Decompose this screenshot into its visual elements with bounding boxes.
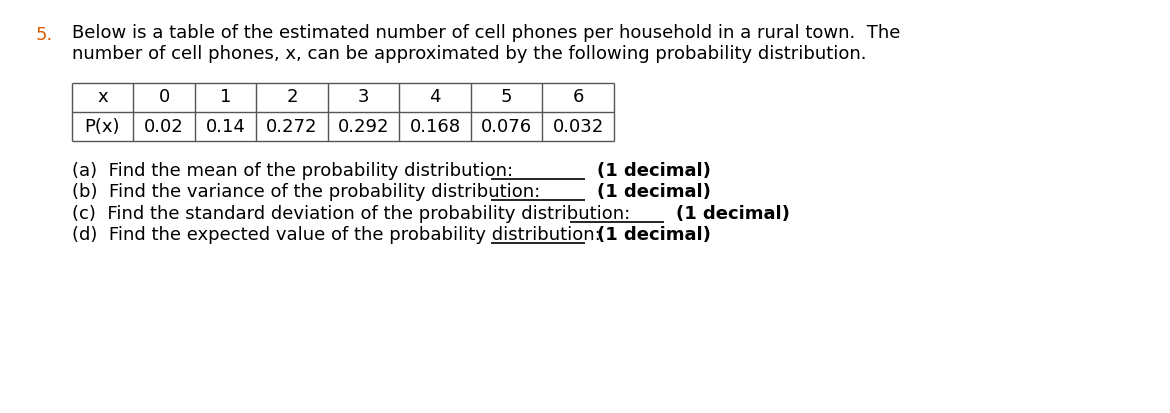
Text: 0.14: 0.14	[206, 118, 246, 135]
Text: 6: 6	[572, 88, 584, 106]
Text: 5: 5	[501, 88, 512, 106]
Text: (1 decimal): (1 decimal)	[676, 205, 790, 223]
Text: 0.272: 0.272	[267, 118, 318, 135]
Text: (c)  Find the standard deviation of the probability distribution:: (c) Find the standard deviation of the p…	[71, 205, 629, 223]
Text: (d)  Find the expected value of the probability distribution:: (d) Find the expected value of the proba…	[71, 226, 600, 244]
Text: (1 decimal): (1 decimal)	[597, 162, 711, 180]
Text: 0.02: 0.02	[144, 118, 184, 135]
Text: (a)  Find the mean of the probability distribution:: (a) Find the mean of the probability dis…	[71, 162, 512, 180]
Text: 0.168: 0.168	[410, 118, 461, 135]
Text: (1 decimal): (1 decimal)	[597, 226, 711, 244]
Text: 0: 0	[158, 88, 170, 106]
Text: 5.: 5.	[36, 26, 53, 44]
Text: 0.076: 0.076	[481, 118, 532, 135]
Text: P(x): P(x)	[84, 118, 121, 135]
Text: 0.292: 0.292	[338, 118, 390, 135]
Text: (1 decimal): (1 decimal)	[597, 183, 711, 201]
Text: 1: 1	[220, 88, 232, 106]
Text: 3: 3	[358, 88, 370, 106]
Text: 2: 2	[287, 88, 298, 106]
Text: (b)  Find the variance of the probability distribution:: (b) Find the variance of the probability…	[71, 183, 539, 201]
Text: 0.032: 0.032	[552, 118, 604, 135]
Text: Below is a table of the estimated number of cell phones per household in a rural: Below is a table of the estimated number…	[71, 24, 900, 42]
Text: x: x	[97, 88, 108, 106]
Text: 4: 4	[429, 88, 441, 106]
Text: number of cell phones, x, can be approximated by the following probability distr: number of cell phones, x, can be approxi…	[71, 45, 866, 63]
